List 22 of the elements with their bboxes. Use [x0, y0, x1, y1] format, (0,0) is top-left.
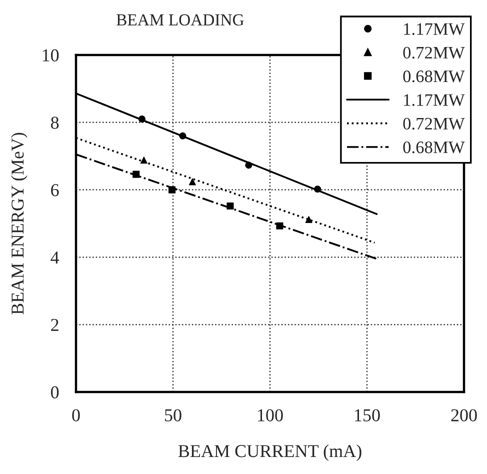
- legend-label: 0.72MW: [403, 118, 465, 130]
- y-axis-title: BEAM ENERGY (MeV): [11, 132, 28, 314]
- y-tick-label: 2: [51, 318, 58, 331]
- legend-label: 1.17MW: [404, 23, 465, 35]
- y-tick-label: 6: [51, 184, 59, 196]
- chart-title: BEAM LOADING: [116, 14, 244, 26]
- legend-label: 0.72MW: [403, 46, 465, 59]
- x-tick-label: 50: [165, 409, 182, 422]
- x-tick-label: 150: [355, 409, 380, 422]
- legend-label: 0.68MW: [403, 142, 465, 154]
- x-tick-label: 0: [72, 409, 80, 422]
- legend-label: 0.68MW: [403, 70, 465, 82]
- x-axis-title: BEAM CURRENT (mA): [178, 444, 362, 461]
- y-tick-label: 0: [50, 386, 59, 398]
- y-tick-label: 8: [50, 116, 59, 129]
- legend-label: 1.17MW: [404, 94, 465, 106]
- x-tick-label: 200: [451, 409, 477, 422]
- point: [305, 216, 312, 223]
- point: [188, 178, 196, 186]
- y-tick-label: 4: [50, 252, 60, 264]
- y-tick-label: 10: [42, 49, 59, 62]
- x-tick-label: 100: [258, 409, 283, 422]
